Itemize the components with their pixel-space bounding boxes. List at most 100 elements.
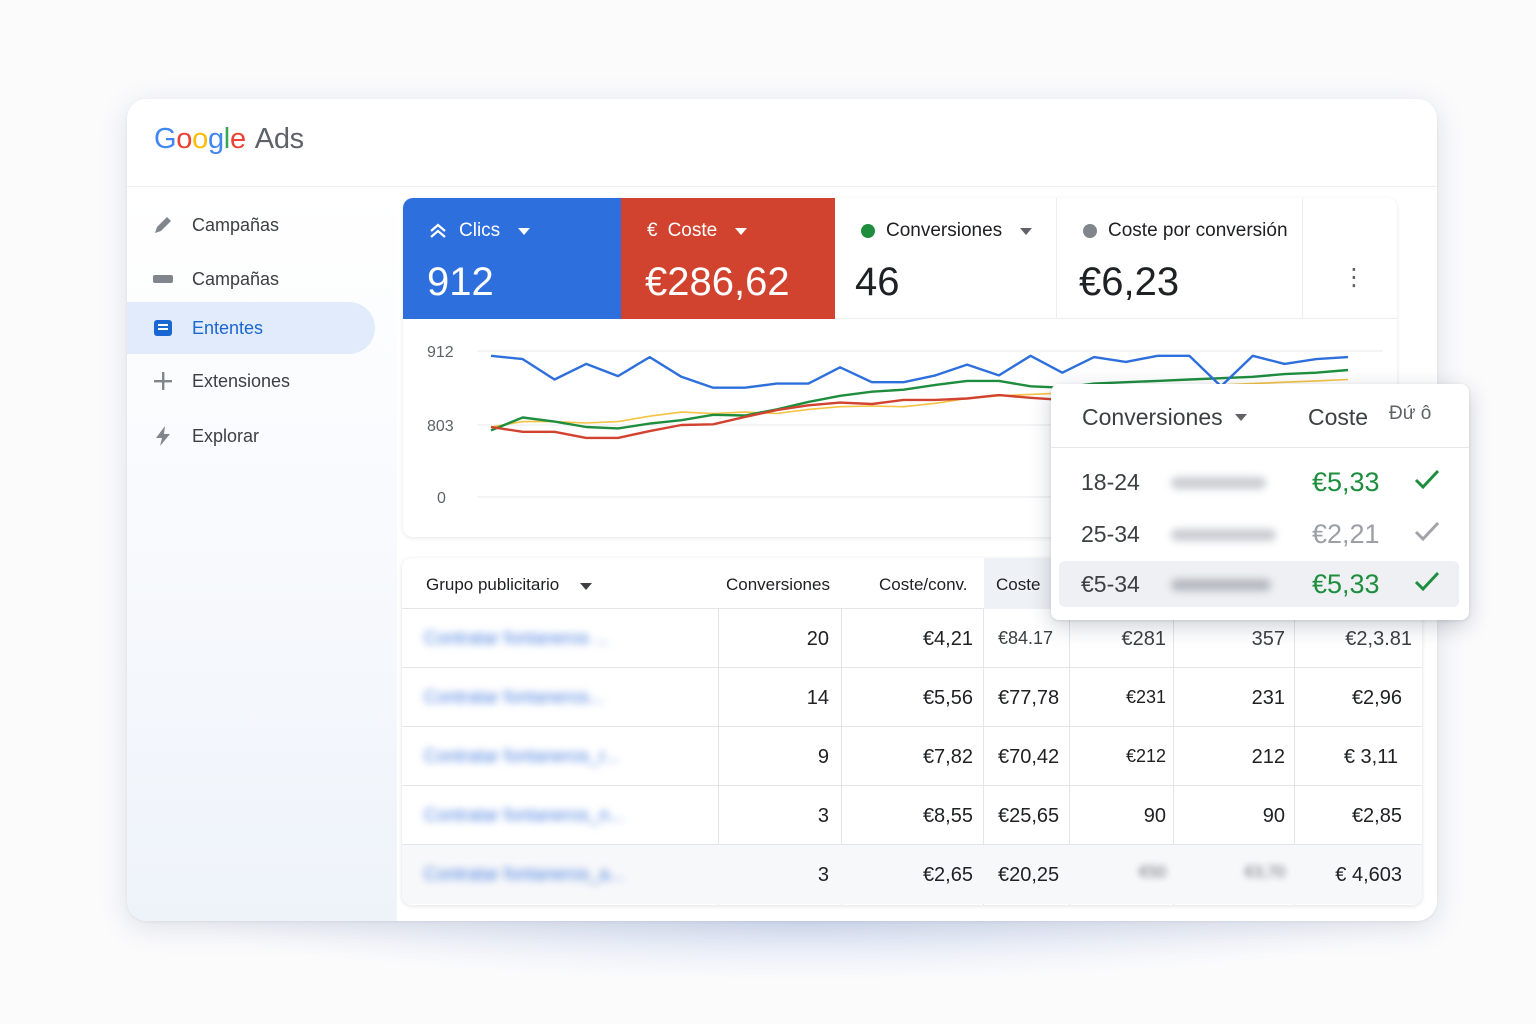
cell-col7: €2,85 — [1351, 805, 1402, 827]
cell-col6: 212 — [1251, 746, 1285, 768]
logo-letter: o — [176, 123, 193, 155]
sidebar-item-label: Extensiones — [192, 370, 291, 391]
metric-label-text: Coste por conversión — [1108, 220, 1288, 241]
chevron-down-icon[interactable] — [735, 227, 748, 235]
cell-coste: €20,25 — [998, 864, 1060, 886]
chevron-down-icon[interactable] — [579, 583, 592, 590]
metric-value: €6,23 — [1079, 260, 1180, 304]
metric-card-more: ⋮ — [1303, 198, 1397, 319]
metric-card-clics[interactable]: Clics 912 — [403, 198, 621, 319]
chevron-down-icon[interactable] — [518, 227, 531, 235]
cell-conversiones: 9 — [817, 746, 829, 768]
table-row[interactable]: Contratar fontaneros ... 20 €4,21 €84.17… — [402, 609, 1422, 668]
metric-card-coste[interactable]: € Coste €286,62 — [621, 198, 835, 319]
dropdown-option[interactable]: 18-24 €5,33 — [1059, 459, 1459, 505]
option-value: €2,21 — [1312, 519, 1380, 549]
cell-col6: €3,70 — [1244, 864, 1285, 881]
cell-col5: €281 — [1121, 628, 1167, 650]
double-chevron-up-icon — [429, 223, 447, 239]
option-blurred-bar — [1171, 529, 1276, 541]
chevron-down-icon[interactable] — [1020, 227, 1033, 235]
dropdown-header: Conversiones Coste Ðứ ô — [1051, 384, 1469, 448]
check-icon — [1411, 515, 1443, 552]
ad-group-link[interactable]: Contratar fontaneros_r... — [424, 746, 620, 766]
logo-letter: G — [154, 123, 177, 155]
sidebar-item-label: Campañas — [192, 268, 280, 289]
cell-col5: 90 — [1143, 805, 1166, 827]
ad-group-link[interactable]: Contratar fontaneros... — [424, 687, 605, 707]
chart-series-line — [490, 368, 1349, 432]
euro-icon: € — [647, 220, 658, 241]
bolt-icon — [151, 424, 175, 448]
metric-card-coste-conversion[interactable]: Coste por conversión €6,23 — [1057, 198, 1303, 319]
sidebar-item-label: Campañas — [192, 214, 280, 235]
option-value: €5,33 — [1312, 569, 1380, 599]
logo-letter: l — [223, 123, 230, 155]
header-label: Grupo publicitario — [426, 575, 560, 594]
green-dot-icon — [861, 224, 875, 238]
dropdown-header-label: Conversiones — [1082, 404, 1223, 430]
option-value: €5,33 — [1312, 467, 1380, 497]
ad-group-link[interactable]: Contratar fontaneros_n... — [424, 805, 625, 825]
cell-conversiones: 14 — [806, 687, 829, 709]
logo-suffix: Ads — [254, 123, 304, 155]
metric-label-text: Coste — [667, 220, 718, 241]
cell-conversiones: 3 — [817, 805, 829, 827]
metric-label: € Coste — [647, 220, 748, 242]
option-age: 25-34 — [1081, 521, 1140, 547]
header-coste[interactable]: Coste — [996, 575, 1041, 594]
cell-col6: 357 — [1251, 628, 1285, 650]
header-conversiones[interactable]: Conversiones — [726, 575, 830, 594]
header-coste-conv[interactable]: Coste/conv. — [879, 575, 968, 594]
sidebar-item-explorar[interactable]: Explorar — [127, 410, 375, 462]
column-divider — [1173, 609, 1174, 905]
check-icon — [1411, 565, 1443, 602]
more-vert-icon[interactable]: ⋮ — [1342, 264, 1366, 291]
y-tick-label: 0 — [437, 490, 446, 507]
dropdown-metric-select[interactable]: Conversiones — [1082, 404, 1247, 431]
sidebar-item-ententes[interactable]: Ententes — [127, 302, 375, 354]
cell-col5: €212 — [1125, 746, 1166, 766]
metric-card-conversiones[interactable]: Conversiones 46 — [835, 198, 1057, 319]
logo-letter: o — [192, 123, 208, 155]
table-row[interactable]: Contratar fontaneros... 14 €5,56 €77,78 … — [402, 668, 1422, 727]
ad-group-link[interactable]: Contratar fontaneros ... — [424, 628, 610, 648]
cell-coste-conv: €7,82 — [922, 746, 973, 768]
header-grupo-publicitario[interactable]: Grupo publicitario — [426, 575, 592, 595]
google-ads-logo[interactable]: Google Ads — [154, 123, 304, 156]
cell-coste: €70,42 — [998, 746, 1060, 768]
cell-coste-conv: €2,65 — [922, 864, 973, 886]
dropdown-option[interactable]: 25-34 €2,21 — [1059, 511, 1459, 557]
chevron-down-icon — [1234, 414, 1247, 421]
table-row[interactable]: Contratar fontaneros_n... 3 €8,55 €25,65… — [402, 786, 1422, 845]
logo-letter: g — [207, 123, 224, 155]
cell-col5: €50 — [1139, 864, 1166, 881]
chart-series-line — [490, 354, 1349, 389]
column-divider — [1069, 609, 1070, 905]
ad-group-link[interactable]: Contratar fontaneros_a... — [424, 864, 625, 884]
plus-icon — [151, 369, 175, 393]
cell-conversiones: 3 — [817, 864, 829, 886]
sidebar-item-extensiones[interactable]: Extensiones — [127, 355, 375, 407]
check-icon — [1411, 463, 1443, 500]
table-row[interactable]: Contratar fontaneros_r... 9 €7,82 €70,42… — [402, 727, 1422, 786]
sidebar-item-label: Ententes — [192, 317, 264, 338]
table-header: Grupo publicitario Conversiones Coste/co… — [402, 558, 1422, 609]
metric-value: 912 — [427, 260, 494, 304]
column-divider — [841, 609, 842, 905]
table-row[interactable]: Contratar fontaneros_a... 3 €2,65 €20,25… — [402, 845, 1422, 904]
option-blurred-bar — [1171, 477, 1266, 489]
cell-col6: 231 — [1251, 687, 1285, 709]
option-age: 18-24 — [1081, 469, 1140, 495]
sidebar-item-campanas[interactable]: Campañas — [127, 199, 375, 251]
cell-conversiones: 20 — [806, 628, 829, 650]
list-icon — [151, 316, 175, 340]
top-bar: Google Ads — [127, 99, 1437, 187]
cell-coste: €84.17 — [998, 628, 1054, 648]
dropdown-option-selected[interactable]: €5-34 €5,33 — [1059, 561, 1459, 607]
segment-dropdown: Conversiones Coste Ðứ ô 18-24 €5,33 25-3… — [1051, 384, 1469, 620]
sidebar-item-campanas-2[interactable]: Campañas — [127, 253, 375, 305]
metric-label-text: Clics — [459, 220, 501, 241]
dropdown-header-coste[interactable]: Coste — [1308, 404, 1369, 430]
pencil-icon — [151, 213, 175, 237]
